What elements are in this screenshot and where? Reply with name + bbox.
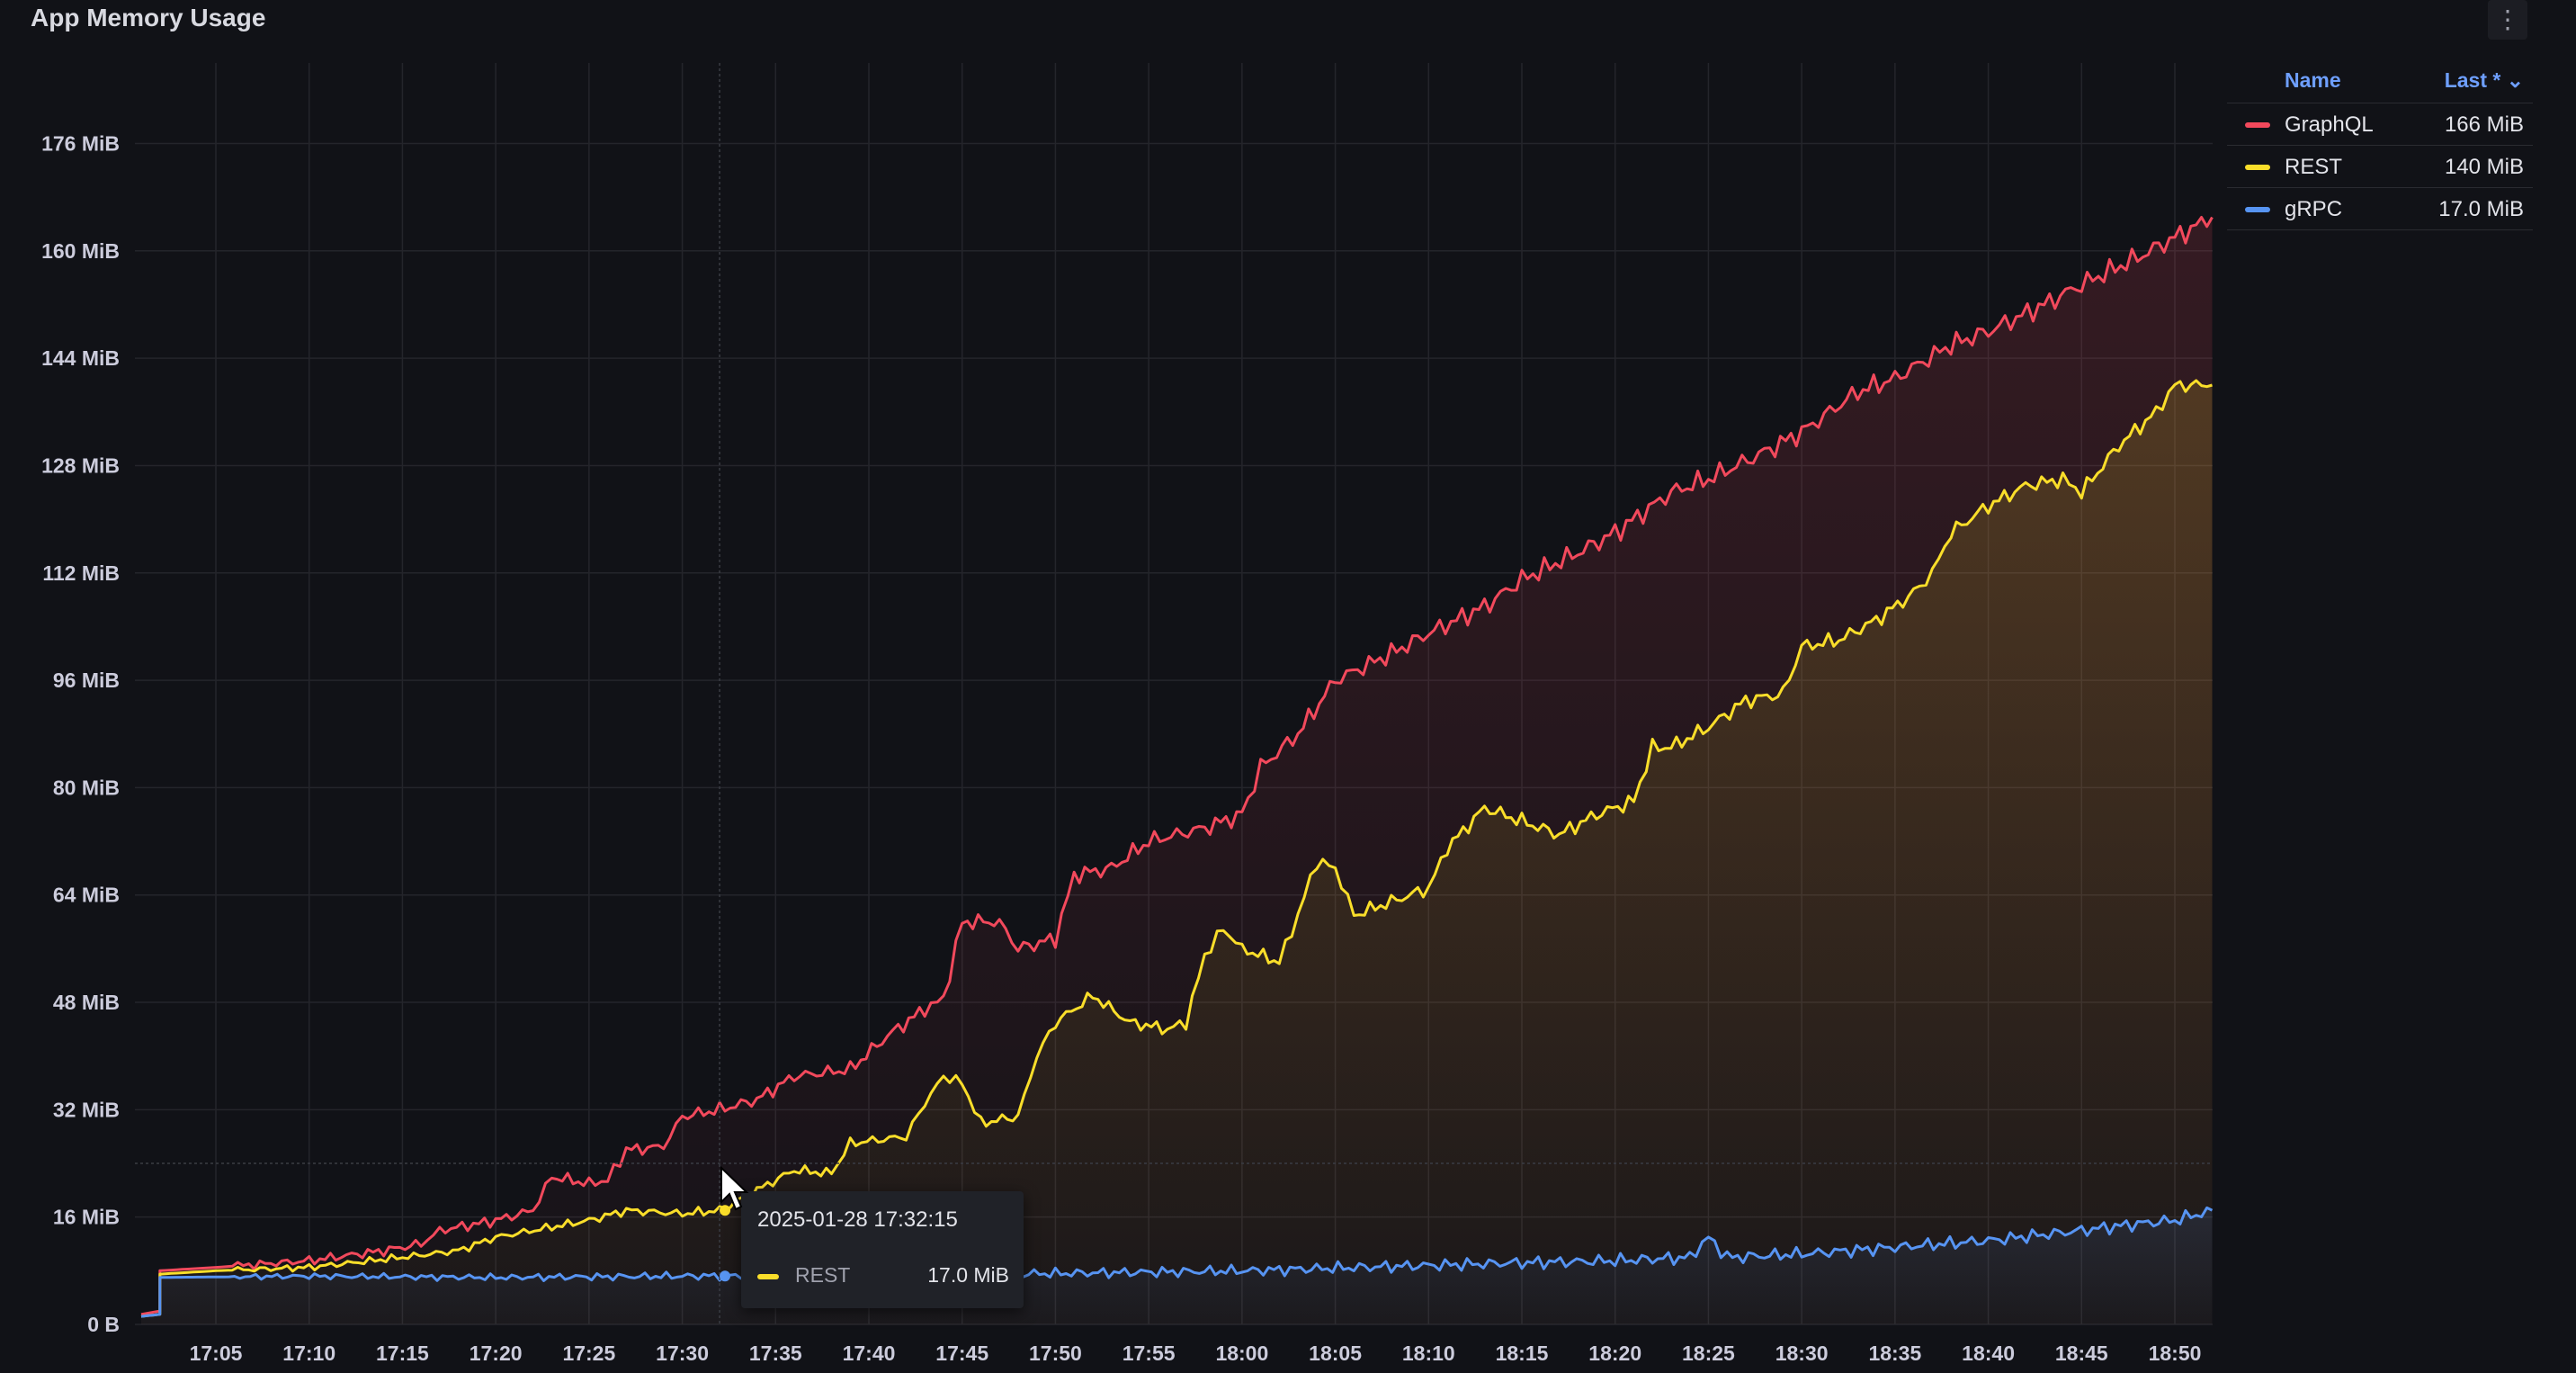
legend-row-grpc[interactable]: gRPC 17.0 MiB	[2227, 188, 2533, 230]
x-axis: 17:05 17:10 17:15 17:20 17:25 17:30 17:35 17:40…	[190, 1342, 2202, 1365]
x-tick-label: 18:05	[1309, 1342, 1362, 1365]
legend-series-name: REST	[2285, 155, 2343, 179]
y-tick-label: 48 MiB	[53, 991, 120, 1014]
x-tick-label: 17:25	[562, 1342, 615, 1365]
x-tick-label: 17:55	[1123, 1342, 1176, 1365]
x-tick-label: 17:40	[843, 1342, 896, 1365]
y-tick-label: 32 MiB	[53, 1098, 120, 1121]
hover-tooltip: 2025-01-28 17:32:15 REST 17.0 MiB	[741, 1191, 1024, 1308]
legend-series-last: 140 MiB	[2444, 155, 2524, 179]
y-tick-label: 0 B	[87, 1313, 120, 1336]
x-tick-label: 18:20	[1588, 1342, 1641, 1365]
legend-series-last: 166 MiB	[2444, 112, 2524, 137]
series-area	[141, 380, 2213, 1324]
y-tick-label: 176 MiB	[41, 131, 120, 155]
series-line[interactable]	[140, 1206, 2214, 1318]
tooltip-series-value: 17.0 MiB	[927, 1263, 1009, 1287]
legend-row-rest[interactable]: REST 140 MiB	[2227, 146, 2533, 188]
series-line[interactable]	[140, 216, 2214, 1316]
x-tick-label: 18:40	[1962, 1342, 2015, 1365]
x-tick-label: 17:50	[1029, 1342, 1082, 1365]
x-tick-label: 17:45	[935, 1342, 988, 1365]
x-tick-label: 18:45	[2055, 1342, 2108, 1365]
y-tick-label: 64 MiB	[53, 884, 120, 907]
tooltip-time: 2025-01-28 17:32:15	[757, 1207, 958, 1232]
legend-header: Name Last * ⌄	[2227, 61, 2533, 103]
tooltip-series-name: REST	[795, 1263, 851, 1287]
hover-crosshair	[135, 63, 2213, 1324]
y-tick-label: 96 MiB	[53, 669, 120, 692]
x-tick-label: 18:35	[1868, 1342, 1921, 1365]
y-tick-label: 160 MiB	[41, 239, 120, 263]
x-tick-label: 17:10	[282, 1342, 335, 1365]
legend-header-last-sort[interactable]: Last * ⌄	[2444, 68, 2524, 92]
panel-title: App Memory Usage	[31, 4, 266, 31]
y-tick-label: 144 MiB	[41, 346, 120, 370]
x-tick-label: 18:00	[1215, 1342, 1268, 1365]
x-tick-label: 18:50	[2149, 1342, 2202, 1365]
y-axis: 0 B 16 MiB 32 MiB 48 MiB 64 MiB 80 MiB 96 MiB 1…	[41, 131, 120, 1336]
legend-row-graphql[interactable]: GraphQL 166 MiB	[2227, 103, 2533, 146]
legend-swatch	[2245, 207, 2270, 212]
hover-point-rest	[720, 1205, 731, 1216]
x-tick-label: 17:20	[470, 1342, 523, 1365]
hover-point-grpc	[720, 1270, 731, 1282]
kebab-menu-icon[interactable]: ⋮	[2488, 0, 2527, 40]
x-tick-label: 18:15	[1496, 1342, 1549, 1365]
mouse-cursor-icon	[720, 1166, 749, 1211]
series-areas	[141, 217, 2213, 1324]
legend-series-name: GraphQL	[2285, 112, 2374, 137]
x-tick-label: 17:05	[190, 1342, 243, 1365]
y-tick-label: 128 MiB	[41, 453, 120, 477]
x-tick-label: 18:30	[1775, 1342, 1829, 1365]
y-tick-label: 112 MiB	[42, 561, 120, 585]
series-line[interactable]	[140, 379, 2213, 1318]
x-tick-label: 17:30	[656, 1342, 709, 1365]
legend-table: Name Last * ⌄ GraphQL 166 MiB REST 140 M…	[2227, 61, 2533, 230]
legend-swatch	[2245, 165, 2270, 170]
series-lines	[140, 216, 2214, 1318]
x-tick-label: 17:35	[749, 1342, 802, 1365]
legend-series-name: gRPC	[2285, 197, 2343, 221]
x-tick-label: 17:15	[376, 1342, 429, 1365]
x-tick-label: 18:25	[1682, 1342, 1735, 1365]
legend-header-name[interactable]: Name	[2285, 68, 2341, 92]
legend-swatch	[2245, 122, 2270, 128]
series-area	[141, 1207, 2213, 1324]
tooltip-swatch	[757, 1274, 779, 1279]
y-tick-label: 80 MiB	[53, 776, 120, 799]
y-tick-label: 16 MiB	[53, 1206, 120, 1229]
x-tick-label: 18:10	[1402, 1342, 1455, 1365]
legend-series-last: 17.0 MiB	[2438, 197, 2524, 221]
